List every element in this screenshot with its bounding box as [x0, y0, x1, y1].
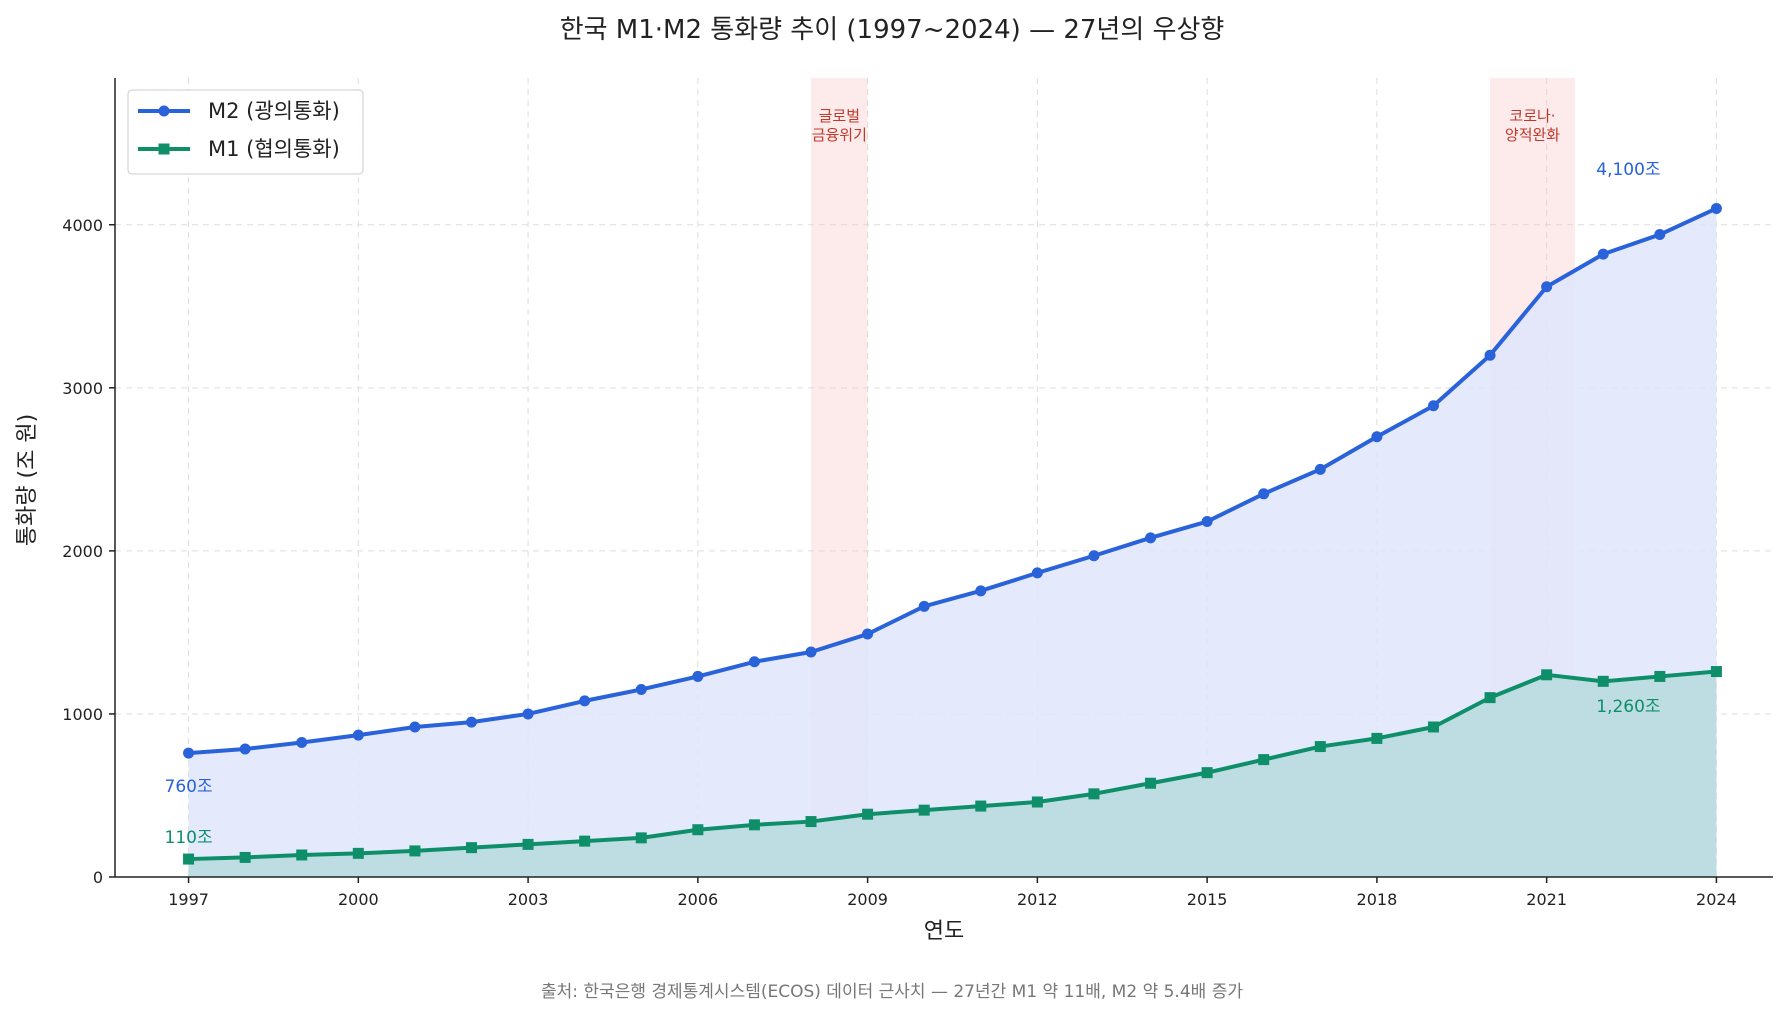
data-point	[1145, 532, 1157, 544]
data-point	[1031, 567, 1043, 579]
data-point	[465, 842, 477, 854]
shaded-period-label: 코로나·	[1509, 107, 1555, 125]
legend-marker	[158, 143, 170, 155]
y-tick-label: 3000	[62, 379, 103, 398]
data-point	[1484, 692, 1496, 704]
data-point	[748, 819, 760, 831]
x-tick-label: 2006	[677, 890, 718, 909]
data-point	[1031, 796, 1043, 808]
series-area-0	[188, 208, 1717, 877]
data-point	[522, 708, 534, 720]
data-point	[1541, 281, 1553, 293]
data-annotation: 760조	[165, 777, 213, 797]
data-point	[1258, 488, 1270, 500]
series-line-1	[188, 669, 1717, 862]
legend-label: M1 (협의통화)	[208, 137, 340, 161]
data-point	[579, 695, 591, 707]
x-tick-label: 2024	[1696, 890, 1737, 909]
x-tick-label: 1997	[168, 890, 209, 909]
legend-label: M2 (광의통화)	[208, 99, 340, 123]
data-point	[862, 808, 874, 820]
data-point	[862, 628, 874, 640]
y-axis-label: 통화량 (조 원)	[15, 414, 40, 546]
y-tick-label: 4000	[62, 216, 103, 235]
data-point	[1088, 788, 1100, 800]
data-point	[1597, 675, 1609, 687]
data-point	[352, 847, 364, 859]
data-point	[918, 600, 930, 612]
data-point	[635, 683, 647, 695]
data-point	[1654, 670, 1666, 682]
legend-marker	[158, 105, 170, 117]
series-area-1	[188, 671, 1717, 877]
data-annotation: 4,100조	[1596, 160, 1660, 180]
x-tick-label: 2003	[508, 890, 549, 909]
source-note: 출처: 한국은행 경제통계시스템(ECOS) 데이터 근사치 — 27년간 M1…	[541, 982, 1243, 1002]
x-tick-label: 2018	[1357, 890, 1398, 909]
data-point	[1201, 516, 1213, 528]
data-point	[1371, 732, 1383, 744]
y-tick-label: 0	[93, 868, 103, 887]
data-point	[409, 721, 421, 733]
x-tick-label: 2021	[1526, 890, 1567, 909]
chart-title: 한국 M1·M2 통화량 추이 (1997~2024) — 27년의 우상향	[560, 15, 1225, 45]
data-point	[1710, 202, 1722, 214]
data-point	[409, 845, 421, 857]
data-annotation: 1,260조	[1596, 697, 1660, 717]
x-tick-label: 2000	[338, 890, 379, 909]
data-point	[352, 729, 364, 741]
data-point	[635, 832, 647, 844]
data-point	[296, 736, 308, 748]
data-point	[183, 747, 195, 759]
data-point	[975, 800, 987, 812]
series-line-0	[188, 206, 1718, 756]
x-tick-label: 2015	[1187, 890, 1228, 909]
data-point	[805, 816, 817, 828]
data-point	[296, 849, 308, 861]
data-point	[579, 835, 591, 847]
x-tick-label: 2012	[1017, 890, 1058, 909]
data-point	[1597, 248, 1609, 260]
data-point	[1145, 777, 1157, 789]
data-point	[748, 656, 760, 668]
data-point	[975, 585, 987, 597]
data-point	[465, 716, 477, 728]
data-point	[1710, 666, 1722, 678]
data-point	[1088, 550, 1100, 562]
x-axis-label: 연도	[924, 919, 964, 944]
data-point	[1314, 741, 1326, 753]
data-point	[1654, 229, 1666, 241]
data-point	[1484, 349, 1496, 361]
data-point	[805, 646, 817, 658]
shaded-period-label: 글로벌	[819, 107, 860, 125]
x-tick-label: 2009	[847, 890, 888, 909]
data-point	[239, 743, 251, 755]
data-point	[692, 824, 704, 836]
shaded-period-label: 양적완화	[1505, 126, 1560, 144]
y-tick-label: 2000	[62, 542, 103, 561]
data-point	[918, 804, 930, 816]
data-point	[692, 670, 704, 682]
shaded-period-label: 금융위기	[812, 126, 867, 144]
data-point	[1541, 669, 1553, 681]
data-annotation: 110조	[165, 828, 213, 848]
data-point	[1201, 767, 1213, 779]
data-point	[183, 853, 195, 865]
data-point	[239, 851, 251, 863]
data-point	[1314, 463, 1326, 475]
data-point	[522, 838, 534, 850]
y-tick-label: 1000	[62, 705, 103, 724]
data-point	[1258, 754, 1270, 766]
data-point	[1427, 400, 1439, 412]
data-point	[1427, 721, 1439, 733]
data-point	[1371, 431, 1383, 443]
